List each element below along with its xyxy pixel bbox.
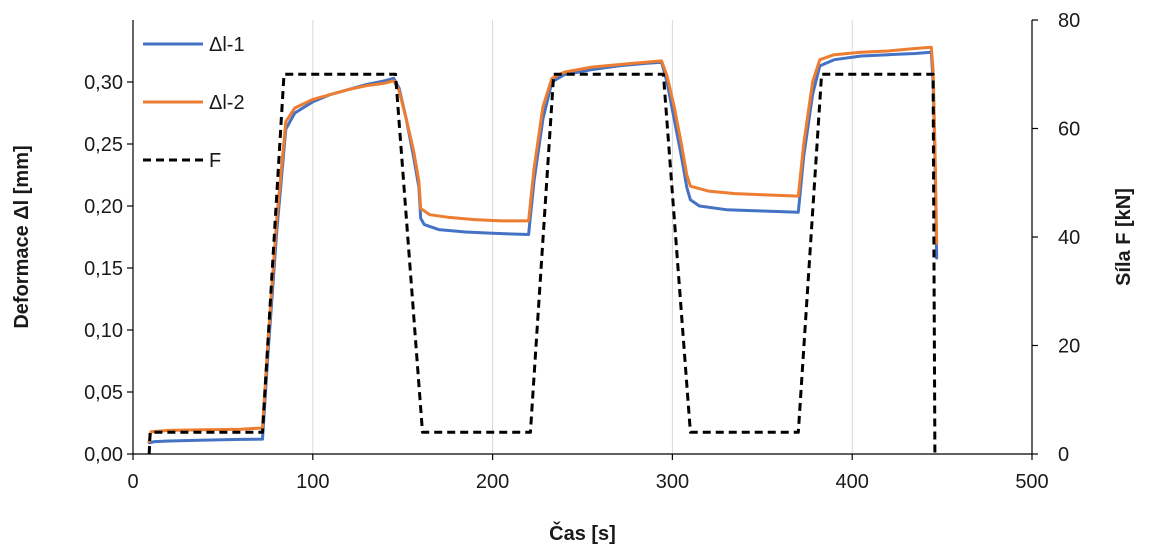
y-left-axis-title: Deformace Δl [mm] bbox=[11, 145, 33, 328]
axes bbox=[127, 19, 1038, 460]
y-left-tick-label: 0,10 bbox=[84, 320, 123, 342]
x-tick-label: 200 bbox=[476, 471, 509, 493]
series-line-0 bbox=[147, 50, 939, 445]
x-tick-label: 500 bbox=[1015, 471, 1048, 493]
y-left-tick-label: 0,15 bbox=[84, 258, 123, 280]
x-tick-label: 300 bbox=[656, 471, 689, 493]
y-right-tick-label: 0 bbox=[1058, 444, 1069, 466]
y-right-tick-label: 60 bbox=[1058, 119, 1080, 141]
y-left-tick-label: 0,30 bbox=[84, 72, 123, 94]
series-group bbox=[147, 45, 939, 455]
legend: Δl-1 Δl-2 F bbox=[143, 34, 245, 172]
series-line-1 bbox=[147, 45, 939, 444]
x-axis-title: Čas [s] bbox=[549, 521, 616, 545]
x-tick-label: 400 bbox=[836, 471, 869, 493]
y-right-tick-label: 20 bbox=[1058, 336, 1080, 358]
series-line-2 bbox=[147, 72, 937, 455]
y-left-tick-label: 0,00 bbox=[84, 444, 123, 466]
y-left-tick-label: 0,05 bbox=[84, 382, 123, 404]
y-left-tick-label: 0,20 bbox=[84, 196, 123, 218]
legend-label-1: Δl-2 bbox=[209, 92, 245, 114]
y-right-axis-title: Síla F [kN] bbox=[1113, 188, 1135, 286]
y-right-tick-label: 80 bbox=[1058, 10, 1080, 32]
x-tick-label: 100 bbox=[296, 471, 329, 493]
y-right-tick-label: 40 bbox=[1058, 227, 1080, 249]
tick-labels: 0 100 200 300 400 5000,000,050,100,150,200,25… bbox=[84, 10, 1080, 493]
legend-label-0: Δl-1 bbox=[209, 34, 245, 56]
y-left-tick-label: 0,25 bbox=[84, 134, 123, 156]
legend-label-2: F bbox=[209, 150, 221, 172]
x-tick-label: 0 bbox=[127, 471, 138, 493]
grid bbox=[312, 20, 1033, 454]
